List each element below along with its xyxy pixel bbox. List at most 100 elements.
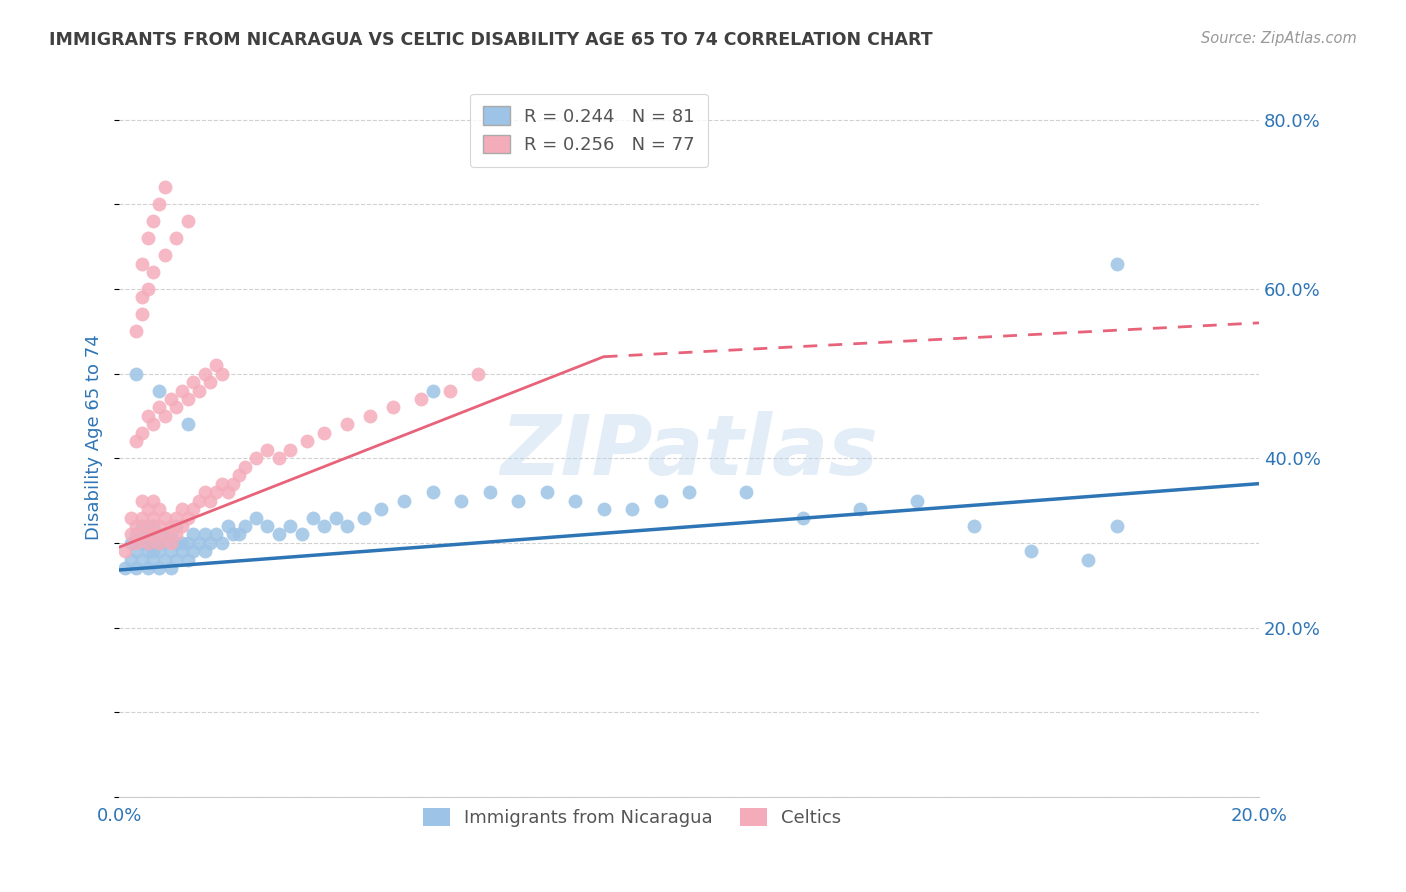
Point [159, 527, 181, 541]
Point [165, 527, 187, 541]
Point [148, 519, 170, 533]
Point [278, 519, 301, 533]
Point [1077, 553, 1099, 567]
Point [136, 519, 159, 533]
Point [217, 519, 239, 533]
Point [159, 519, 181, 533]
Point [176, 392, 198, 406]
Point [411, 392, 433, 406]
Point [217, 485, 239, 500]
Point [153, 527, 176, 541]
Point [905, 493, 928, 508]
Point [148, 561, 170, 575]
Point [650, 493, 672, 508]
Point [508, 493, 530, 508]
Point [267, 451, 290, 466]
Point [170, 502, 193, 516]
Point [159, 536, 181, 550]
Point [194, 527, 217, 541]
Point [205, 358, 228, 372]
Point [205, 527, 228, 541]
Y-axis label: Disability Age 65 to 74: Disability Age 65 to 74 [86, 334, 103, 540]
Point [353, 510, 375, 524]
Point [183, 375, 205, 389]
Point [849, 502, 872, 516]
Point [450, 493, 472, 508]
Point [370, 502, 392, 516]
Point [194, 544, 217, 558]
Point [291, 527, 314, 541]
Point [142, 214, 165, 228]
Point [678, 485, 700, 500]
Point [131, 519, 153, 533]
Point [170, 519, 193, 533]
Point [256, 519, 278, 533]
Point [314, 519, 336, 533]
Point [176, 553, 198, 567]
Point [120, 527, 142, 541]
Point [211, 476, 233, 491]
Point [297, 434, 319, 449]
Point [228, 468, 250, 483]
Point [564, 493, 586, 508]
Point [153, 536, 176, 550]
Point [188, 536, 211, 550]
Point [176, 417, 198, 432]
Point [159, 392, 181, 406]
Point [148, 401, 170, 415]
Point [194, 485, 217, 500]
Point [125, 561, 148, 575]
Point [131, 290, 153, 304]
Point [136, 502, 159, 516]
Point [125, 367, 148, 381]
Point [142, 265, 165, 279]
Point [735, 485, 758, 500]
Point [211, 536, 233, 550]
Point [142, 553, 165, 567]
Point [478, 485, 501, 500]
Point [136, 527, 159, 541]
Point [439, 384, 461, 398]
Point [359, 409, 381, 423]
Point [222, 476, 245, 491]
Point [153, 553, 176, 567]
Point [205, 485, 228, 500]
Point [142, 519, 165, 533]
Point [153, 527, 176, 541]
Point [336, 417, 359, 432]
Point [153, 409, 176, 423]
Point [125, 536, 148, 550]
Point [153, 248, 176, 262]
Point [148, 197, 170, 211]
Point [592, 502, 614, 516]
Point [194, 367, 217, 381]
Point [314, 425, 336, 440]
Point [136, 282, 159, 296]
Point [131, 510, 153, 524]
Point [183, 544, 205, 558]
Point [621, 502, 644, 516]
Point [159, 561, 181, 575]
Point [142, 510, 165, 524]
Point [142, 417, 165, 432]
Point [136, 231, 159, 245]
Point [200, 493, 222, 508]
Point [125, 324, 148, 338]
Point [183, 502, 205, 516]
Text: IMMIGRANTS FROM NICARAGUA VS CELTIC DISABILITY AGE 65 TO 74 CORRELATION CHART: IMMIGRANTS FROM NICARAGUA VS CELTIC DISA… [49, 31, 932, 49]
Point [131, 527, 153, 541]
Point [381, 401, 404, 415]
Point [170, 536, 193, 550]
Point [392, 493, 415, 508]
Point [245, 510, 267, 524]
Point [136, 536, 159, 550]
Point [131, 493, 153, 508]
Point [1019, 544, 1042, 558]
Point [148, 544, 170, 558]
Point [159, 544, 181, 558]
Point [467, 367, 489, 381]
Point [142, 527, 165, 541]
Point [131, 553, 153, 567]
Point [228, 527, 250, 541]
Point [267, 527, 290, 541]
